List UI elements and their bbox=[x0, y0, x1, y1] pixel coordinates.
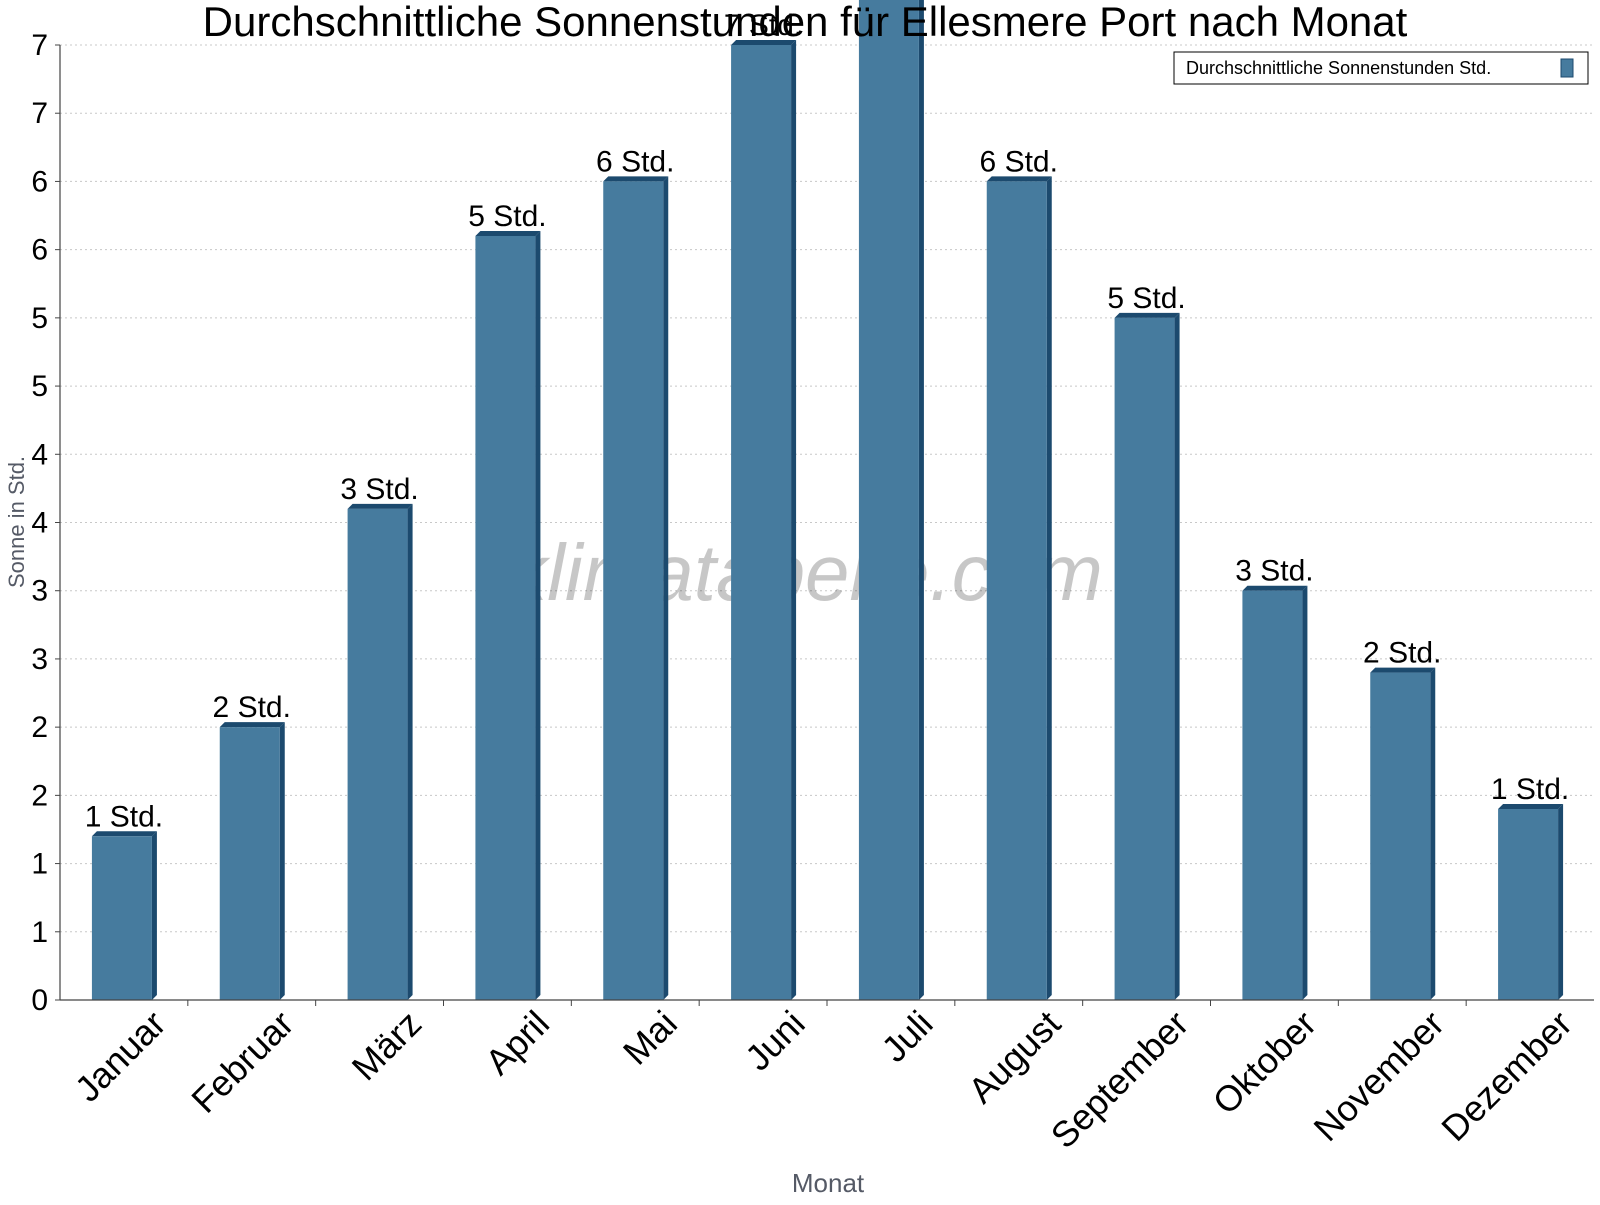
y-tick-label: 2 bbox=[31, 711, 48, 744]
x-tick-label: September bbox=[1043, 1003, 1197, 1157]
x-tick-label: November bbox=[1305, 1003, 1451, 1149]
legend-swatch bbox=[1560, 58, 1574, 78]
bar-top bbox=[603, 176, 669, 182]
bar-side bbox=[1174, 312, 1180, 1000]
y-tick-label: 6 bbox=[31, 165, 48, 198]
data-label: 6 Std. bbox=[980, 145, 1058, 178]
bar-side bbox=[1046, 176, 1052, 1000]
data-label: 3 Std. bbox=[1235, 555, 1313, 588]
x-tick-label: März bbox=[344, 1003, 430, 1089]
bar bbox=[1498, 809, 1559, 1000]
bar bbox=[1114, 317, 1175, 1000]
bar-side bbox=[151, 831, 157, 1000]
bar bbox=[731, 45, 792, 1000]
data-label: 1 Std. bbox=[1491, 773, 1569, 806]
bar-side bbox=[407, 503, 413, 1000]
bar bbox=[603, 181, 664, 1000]
bar-top bbox=[1370, 667, 1436, 673]
y-tick-label: 7 bbox=[31, 29, 48, 62]
legend: Durchschnittliche Sonnenstunden Std. bbox=[1173, 51, 1589, 85]
legend-box bbox=[1173, 51, 1589, 85]
bar bbox=[475, 236, 536, 1000]
bar bbox=[1370, 672, 1431, 1000]
x-tick-label: April bbox=[477, 1003, 557, 1083]
y-tick-label: 4 bbox=[31, 507, 48, 540]
x-tick-label: Juni bbox=[737, 1003, 813, 1079]
bar-top bbox=[731, 40, 797, 45]
y-tick-label: 2 bbox=[31, 779, 48, 812]
data-label: 7 Std. bbox=[724, 9, 802, 42]
y-tick-label: 5 bbox=[31, 370, 48, 403]
y-tick-label: 4 bbox=[31, 438, 48, 471]
bar-top bbox=[475, 231, 541, 236]
data-label: 3 Std. bbox=[340, 473, 418, 506]
bar bbox=[1242, 590, 1303, 1000]
bar bbox=[986, 181, 1047, 1000]
bar-side bbox=[791, 40, 797, 1000]
bar-side bbox=[535, 231, 541, 1000]
data-label: 2 Std. bbox=[213, 691, 291, 724]
y-tick-label: 3 bbox=[31, 575, 48, 608]
bar-side bbox=[1558, 804, 1564, 1000]
y-axis-title: Sonne in Std. bbox=[4, 456, 29, 588]
data-label: 2 Std. bbox=[1363, 637, 1441, 670]
bar-top bbox=[347, 503, 413, 509]
bar-top bbox=[91, 831, 157, 837]
bar-side bbox=[279, 722, 285, 1000]
y-tick-label: 5 bbox=[31, 302, 48, 335]
y-tick-label: 3 bbox=[31, 643, 48, 676]
gridlines bbox=[60, 44, 1594, 933]
y-tick-label: 6 bbox=[31, 234, 48, 267]
x-tick-label: Januar bbox=[67, 1003, 174, 1110]
bar bbox=[858, 0, 919, 1000]
x-tick-label: Dezember bbox=[1433, 1003, 1579, 1149]
bar-top bbox=[986, 176, 1052, 182]
data-label: 6 Std. bbox=[596, 145, 674, 178]
bars bbox=[91, 0, 1564, 1000]
bar-top bbox=[1114, 312, 1180, 318]
x-tick-label: Februar bbox=[183, 1003, 301, 1121]
bar-side bbox=[1430, 667, 1436, 1000]
bar-top bbox=[219, 722, 285, 728]
y-tick-labels: 0 1 1 2 2 3 3 4 4 5 5 6 6 7 7 bbox=[31, 29, 60, 1017]
y-tick-label: 0 bbox=[31, 984, 48, 1017]
y-tick-label: 1 bbox=[31, 848, 48, 881]
bar-top bbox=[1242, 585, 1308, 591]
chart-title: Durchschnittliche Sonnenstunden für Elle… bbox=[203, 0, 1408, 45]
bar-side bbox=[663, 176, 669, 1000]
x-tick-label: Mai bbox=[615, 1003, 685, 1073]
x-tick-label: August bbox=[960, 1003, 1068, 1111]
data-label: 5 Std. bbox=[468, 200, 546, 233]
bar bbox=[91, 836, 152, 1000]
bar-side bbox=[918, 0, 924, 1000]
x-tick-label: Oktober bbox=[1205, 1003, 1325, 1123]
legend-label: Durchschnittliche Sonnenstunden Std. bbox=[1186, 58, 1491, 78]
bar bbox=[219, 727, 280, 1000]
bar-top bbox=[1498, 804, 1564, 809]
bar bbox=[347, 508, 408, 1000]
x-tick-labels: Januar Februar März April Mai Juni Juli AugustS… bbox=[67, 1000, 1580, 1156]
y-tick-label: 7 bbox=[31, 97, 48, 130]
data-labels: 1 Std.2 Std.3 Std.5 Std.6 Std.7 Std.7 St… bbox=[85, 9, 1570, 833]
data-label: 1 Std. bbox=[85, 800, 163, 833]
x-tick-label: Juli bbox=[873, 1003, 940, 1070]
y-tick-label: 1 bbox=[31, 916, 48, 949]
bar-side bbox=[1302, 585, 1308, 1000]
data-label: 5 Std. bbox=[1107, 282, 1185, 315]
x-axis-title: Monat bbox=[792, 1168, 865, 1198]
